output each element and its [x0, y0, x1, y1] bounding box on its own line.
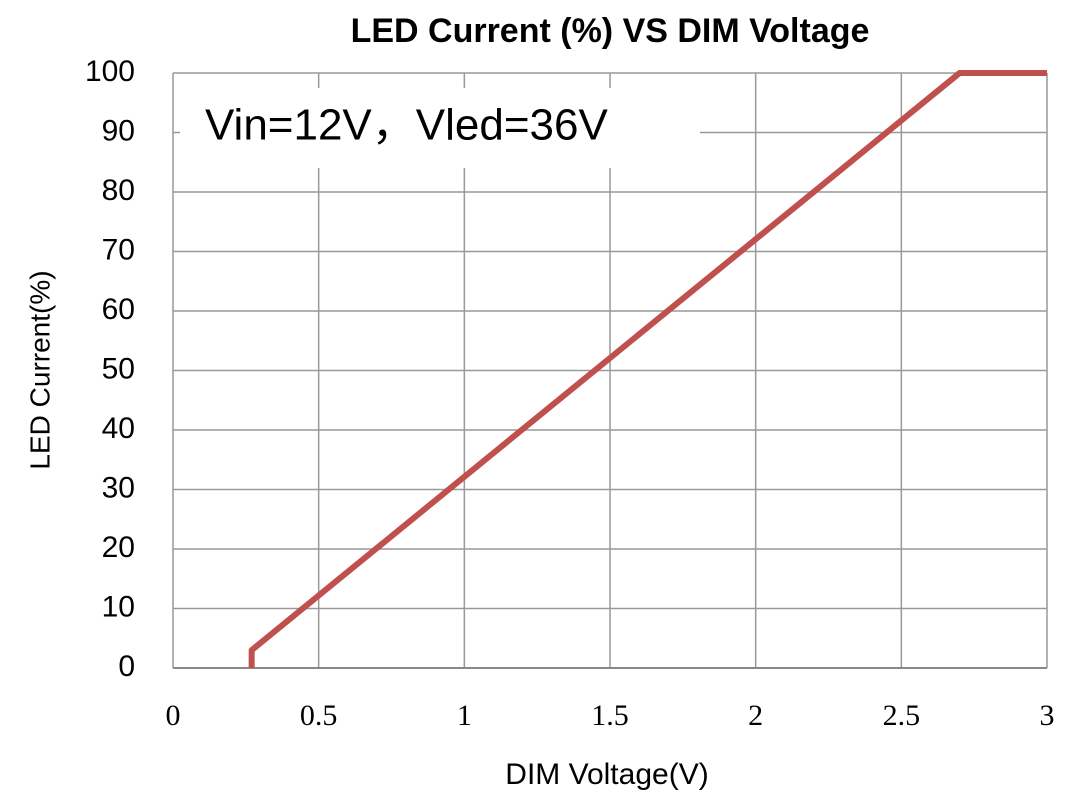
- y-tick-label: 90: [102, 114, 135, 147]
- x-tick-label: 1: [457, 699, 472, 732]
- x-tick-label: 3: [1040, 699, 1055, 732]
- y-tick-label: 30: [102, 471, 135, 504]
- y-tick-label: 100: [85, 55, 135, 88]
- y-tick-label: 50: [102, 352, 135, 385]
- data-line: [248, 70, 1047, 668]
- x-axis-label: DIM Voltage(V): [505, 758, 708, 791]
- x-tick-label: 0.5: [300, 699, 338, 732]
- y-axis-label: LED Current(%): [24, 270, 55, 469]
- annotation-box: [180, 88, 700, 168]
- x-tick-label: 2: [748, 699, 763, 732]
- x-tick-label: 2.5: [883, 699, 921, 732]
- y-tick-label: 10: [102, 590, 135, 623]
- x-tick-label: 0: [166, 699, 181, 732]
- annotation: Vin=12V，Vled=36V: [205, 101, 608, 150]
- y-tick-label: 40: [102, 412, 135, 445]
- y-tick-label: 60: [102, 293, 135, 326]
- x-tick-label: 1.5: [591, 699, 629, 732]
- y-tick-label: 70: [102, 233, 135, 266]
- y-tick-label: 20: [102, 531, 135, 564]
- chart-title: LED Current (%) VS DIM Voltage: [351, 12, 870, 50]
- y-tick-label: 0: [118, 650, 135, 683]
- y-tick-label: 80: [102, 174, 135, 207]
